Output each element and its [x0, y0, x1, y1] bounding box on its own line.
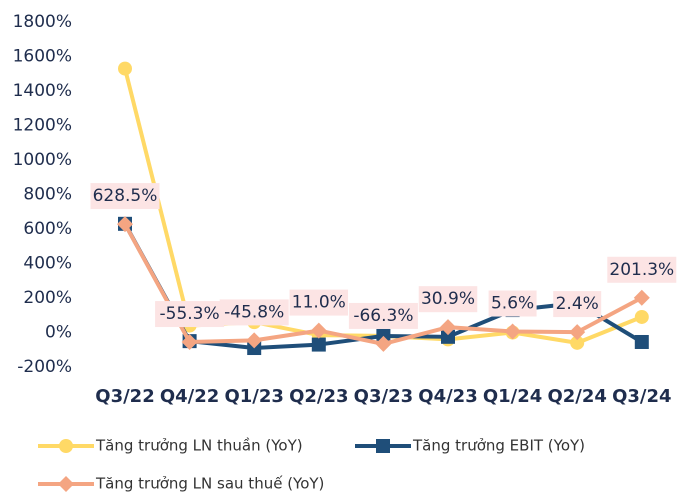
point [634, 334, 649, 349]
point [181, 334, 198, 351]
y-tick-label: 600% [23, 219, 72, 239]
label-bg [607, 256, 677, 283]
data-label: -66.3% [353, 306, 413, 326]
legend-marker [58, 476, 74, 492]
point [375, 335, 392, 352]
x-tick-label: Q4/23 [418, 386, 477, 407]
label-bg [488, 290, 537, 317]
y-tick-label: 400% [23, 254, 72, 274]
point [310, 322, 327, 339]
x-tick-label: Q4/22 [160, 386, 219, 407]
x-tick-label: Q2/23 [289, 386, 348, 407]
label-bg [553, 291, 602, 318]
y-tick-label: 0% [45, 323, 72, 343]
x-tick-label: Q1/24 [483, 386, 542, 407]
data-label: 30.9% [421, 289, 475, 309]
legend-marker [59, 439, 73, 453]
y-tick-label: 1600% [13, 47, 72, 67]
point [118, 61, 132, 76]
x-tick-label: Q3/23 [354, 386, 413, 407]
label-bg [348, 302, 418, 329]
x-tick-label: Q3/24 [612, 386, 671, 407]
point [569, 324, 586, 341]
label-bg [418, 286, 478, 313]
label-bg [90, 183, 160, 210]
y-tick-label: 1400% [13, 81, 72, 101]
point [441, 329, 455, 344]
y-tick-label: 1800% [13, 12, 72, 32]
y-tick-label: 800% [23, 185, 72, 205]
x-tick-label: Q1/23 [224, 386, 283, 407]
label-bg [155, 301, 225, 328]
y-tick-label: -200% [17, 357, 72, 377]
data-label: 2.4% [556, 294, 599, 314]
point [311, 337, 326, 352]
legend-label: Tăng trưởng LN thuần (YoY) [95, 437, 303, 455]
data-label: 201.3% [609, 260, 674, 280]
y-tick-label: 200% [23, 288, 72, 308]
x-tick-label: Q3/22 [95, 386, 154, 407]
point [504, 323, 521, 340]
data-label: 5.6% [491, 294, 534, 314]
data-label: -55.3% [160, 304, 220, 324]
data-label: 11.0% [292, 293, 346, 313]
legend-label: Tăng trưởng EBIT (YoY) [412, 437, 585, 455]
label-bg [289, 289, 349, 316]
point [570, 335, 585, 350]
data-label: -45.8% [224, 302, 284, 322]
point [633, 289, 650, 306]
legend-marker [376, 439, 390, 453]
label-bg [219, 299, 289, 326]
point [634, 309, 649, 324]
data-label: 628.5% [93, 186, 158, 206]
y-tick-label: 1200% [13, 116, 72, 136]
y-tick-label: 1000% [13, 150, 72, 170]
point [440, 319, 456, 336]
point [117, 216, 133, 233]
x-tick-label: Q2/24 [547, 386, 606, 407]
legend-label: Tăng trưởng LN sau thuế (YoY) [95, 475, 324, 493]
point [246, 332, 263, 349]
